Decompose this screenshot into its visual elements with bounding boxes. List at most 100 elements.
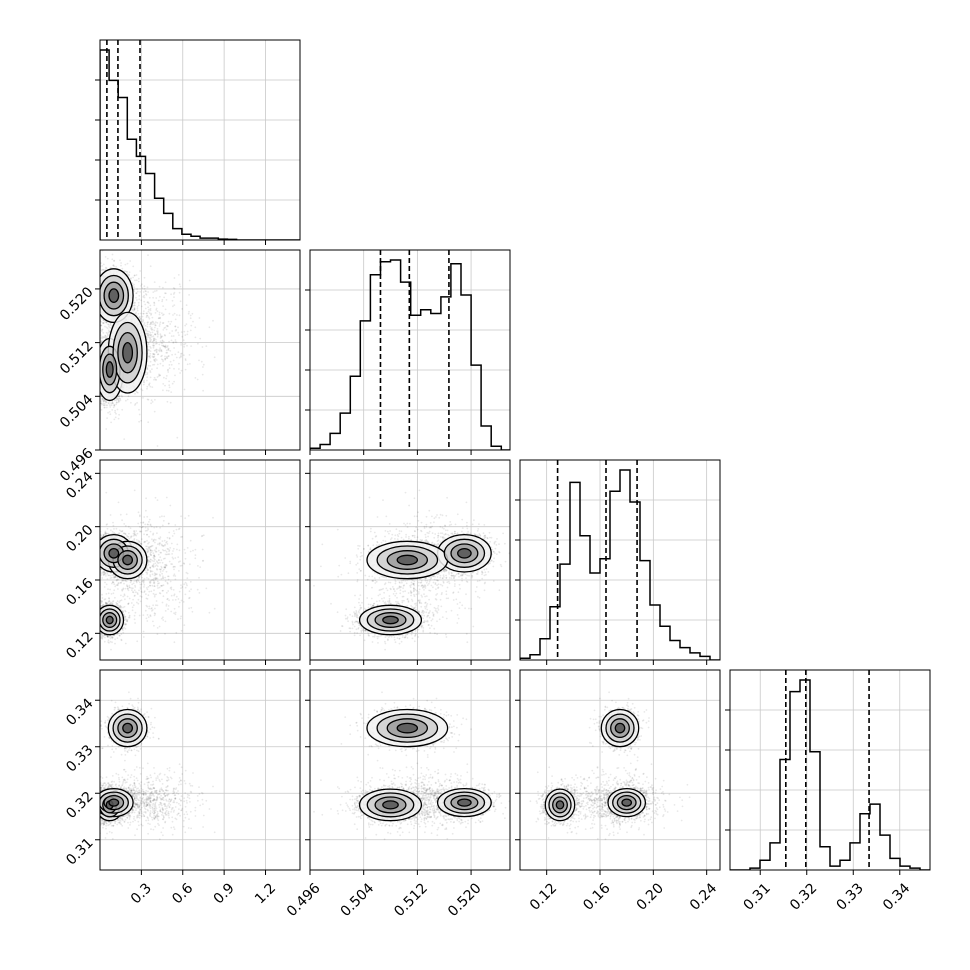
scatter-point (166, 357, 169, 359)
scatter-point (181, 335, 184, 338)
scatter-point (145, 312, 148, 315)
scatter-point (129, 260, 132, 262)
scatter-point (143, 296, 146, 299)
scatter-point (113, 405, 116, 407)
scatter-point (149, 350, 152, 352)
scatter-point (140, 320, 143, 323)
scatter-point (105, 401, 108, 404)
scatter-point (160, 336, 163, 338)
scatter-point (101, 397, 104, 400)
scatter-point (102, 402, 105, 405)
scatter-point (146, 301, 149, 304)
scatter-point (149, 360, 152, 363)
scatter-point (183, 388, 186, 391)
scatter-point (138, 408, 140, 411)
scatter-point (102, 322, 105, 325)
scatter-point (136, 401, 139, 404)
scatter-point (184, 368, 187, 371)
scatter-point (168, 367, 171, 370)
scatter-point (102, 332, 105, 334)
scatter-point (108, 330, 111, 333)
scatter-point (142, 310, 145, 313)
scatter-point (147, 310, 150, 313)
scatter-point (124, 263, 127, 266)
scatter-point (135, 311, 138, 314)
scatter-point (146, 376, 149, 379)
scatter-point (178, 283, 181, 286)
scatter-point (119, 398, 122, 400)
scatter-point (166, 369, 169, 372)
scatter-point (156, 353, 159, 356)
scatter-point (165, 389, 168, 392)
scatter-point (163, 334, 166, 336)
scatter-point (102, 336, 105, 339)
scatter-point (173, 380, 176, 383)
scatter-point (112, 406, 115, 409)
scatter-point (159, 333, 162, 336)
scatter-point (172, 341, 175, 343)
scatter-point (143, 323, 145, 326)
scatter-point (102, 263, 105, 266)
scatter-point (171, 353, 174, 356)
scatter-point (153, 302, 156, 304)
scatter-point (140, 305, 143, 308)
scatter-point (173, 287, 176, 290)
scatter-point (148, 333, 151, 336)
scatter-point (128, 271, 131, 274)
scatter-point (152, 338, 155, 341)
scatter-point (178, 291, 181, 294)
scatter-point (173, 304, 176, 306)
scatter-point (157, 349, 160, 352)
scatter-point (135, 296, 137, 299)
scatter-point (151, 355, 154, 358)
scatter-point (104, 400, 107, 402)
scatter-point (133, 304, 136, 307)
scatter-point (166, 346, 169, 348)
scatter-point (161, 344, 163, 347)
scatter-point (147, 398, 150, 401)
scatter-point (153, 339, 156, 342)
scatter-point (117, 397, 120, 400)
scatter-point (132, 305, 134, 307)
scatter-point (101, 335, 104, 338)
scatter-point (144, 307, 147, 310)
scatter-point (103, 406, 106, 409)
scatter-point (180, 352, 183, 355)
scatter-point (105, 406, 108, 409)
scatter-point (120, 262, 122, 264)
scatter-point (153, 323, 156, 325)
scatter-point (146, 373, 149, 376)
scatter-point (111, 401, 114, 404)
scatter-point (134, 402, 137, 405)
scatter-point (158, 313, 161, 316)
scatter-point (136, 299, 138, 301)
scatter-point (149, 340, 152, 343)
scatter-point (134, 301, 137, 304)
scatter-point (141, 321, 144, 323)
scatter-point (181, 308, 184, 310)
scatter-point (144, 373, 147, 376)
scatter-point (154, 333, 157, 336)
scatter-point (154, 378, 157, 381)
scatter-point (102, 268, 104, 271)
scatter-point (105, 321, 108, 324)
scatter-point (186, 330, 189, 333)
scatter-point (160, 342, 163, 344)
scatter-point (146, 341, 149, 344)
scatter-point (133, 283, 135, 286)
scatter-point (145, 316, 148, 318)
scatter-point (165, 292, 167, 295)
scatter-point (158, 325, 161, 327)
scatter-point (147, 334, 150, 337)
scatter-point (113, 418, 116, 421)
scatter-point (166, 400, 169, 403)
scatter-point (102, 269, 105, 271)
scatter-point (100, 400, 103, 403)
scatter-point (149, 345, 152, 348)
scatter-point (148, 308, 150, 311)
scatter-point (153, 353, 156, 356)
scatter-point (178, 368, 180, 370)
scatter-point (142, 380, 145, 383)
scatter-point (168, 355, 170, 357)
scatter-point (107, 329, 110, 332)
